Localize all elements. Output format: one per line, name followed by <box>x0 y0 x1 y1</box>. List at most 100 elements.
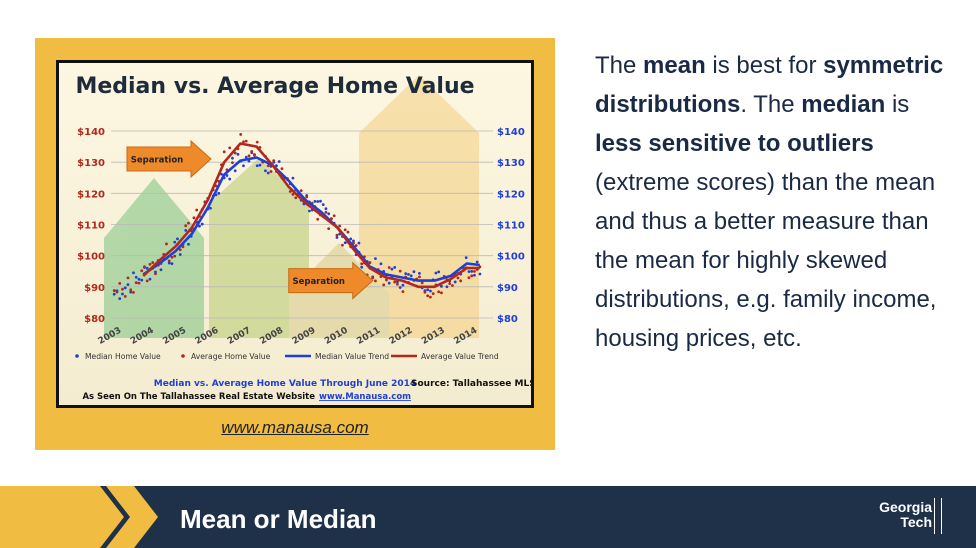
average-home-value-dot <box>332 214 336 218</box>
median-home-value-dot <box>187 242 190 246</box>
average-home-value-dot <box>374 279 377 283</box>
average-home-value-dot <box>327 227 331 231</box>
average-home-value-dot <box>118 281 122 285</box>
average-home-value-dot <box>448 282 452 286</box>
median-home-value-dot <box>357 241 361 245</box>
median-home-value-dot <box>242 164 245 168</box>
chart-background <box>59 63 531 405</box>
median-home-value-dot <box>148 277 152 281</box>
median-home-value-dot <box>132 271 135 275</box>
y-tick-label-right: $100 <box>497 252 525 263</box>
average-home-value-dot <box>242 140 245 144</box>
average-home-value-dot <box>354 244 358 247</box>
median-home-value-dot <box>184 229 188 232</box>
median-home-value-dot <box>275 164 278 168</box>
average-home-value-dot <box>456 276 460 280</box>
average-home-value-dot <box>187 221 190 225</box>
footer-chevrons <box>0 486 158 548</box>
average-home-value-dot <box>423 290 427 294</box>
median-home-value-dot <box>228 177 232 181</box>
median-home-value-dot <box>173 240 177 244</box>
average-home-value-dot <box>195 208 199 212</box>
average-home-value-dot <box>173 254 177 258</box>
median-home-value-dot <box>264 169 267 173</box>
source-link[interactable]: www.manausa.com <box>221 418 369 437</box>
average-home-value-dot <box>140 269 144 273</box>
average-home-value-dot <box>343 228 347 232</box>
median-home-value-dot <box>327 212 331 216</box>
average-home-value-dot <box>335 233 339 237</box>
median-home-value-dot <box>225 174 229 177</box>
footnote-title: Median vs. Average Home Value Through Ju… <box>154 379 416 389</box>
median-home-value-dot <box>178 253 182 256</box>
average-home-value-dot <box>341 243 344 247</box>
average-home-value-dot <box>299 189 303 193</box>
median-home-value-dot <box>198 224 201 228</box>
average-home-value-dot <box>338 224 342 228</box>
average-home-value-dot <box>154 272 157 276</box>
median-home-value-dot <box>475 260 479 264</box>
body-text-4: is <box>885 91 910 118</box>
median-home-value-dot <box>217 191 221 195</box>
average-home-value-dot <box>239 133 243 136</box>
average-home-value-dot <box>360 262 364 266</box>
average-home-value-dot <box>371 276 375 280</box>
median-home-value-dot <box>343 241 347 245</box>
median-home-value-dot <box>170 262 174 266</box>
average-home-value-dot <box>387 266 391 269</box>
median-home-value-dot <box>379 262 383 266</box>
average-home-value-dot <box>222 150 226 154</box>
median-home-value-dot <box>401 283 405 287</box>
y-tick-label-left: $100 <box>77 252 105 263</box>
median-home-value-dot <box>440 284 443 288</box>
average-home-value-dot <box>247 154 251 158</box>
average-home-value-dot <box>440 291 443 295</box>
separation-arrow <box>126 139 212 179</box>
body-bold-symmetric: symmetric distributions <box>595 52 944 118</box>
y-tick-label-right: $130 <box>497 158 525 169</box>
body-text-1: The <box>595 52 644 79</box>
body-text-5: (extreme scores) than the mean and thus … <box>595 169 937 352</box>
average-home-value-dot <box>473 269 476 273</box>
average-home-value-dot <box>123 295 127 298</box>
median-home-value-dot <box>126 283 130 286</box>
body-text: The mean is best for symmetric distribut… <box>595 46 955 358</box>
body-bold-median: median <box>801 91 886 118</box>
average-home-value-dot <box>269 170 273 173</box>
median-home-value-dot <box>137 277 141 281</box>
average-home-value-dot <box>266 164 270 168</box>
average-home-value-dot <box>382 283 386 287</box>
median-home-value-dot <box>324 207 328 211</box>
footnote-link[interactable]: www.Manausa.com <box>319 392 411 402</box>
average-home-value-dot <box>324 210 328 214</box>
average-home-value-dot <box>253 153 256 157</box>
average-home-value-dot <box>385 278 388 282</box>
median-home-value-dot <box>167 261 171 265</box>
average-home-value-dot <box>398 269 402 273</box>
median-home-value-dot <box>470 269 474 273</box>
legend-marker <box>75 354 79 358</box>
average-home-value-dot <box>167 259 171 263</box>
median-home-value-dot <box>404 272 408 276</box>
median-home-value-dot <box>176 237 179 241</box>
median-home-value-dot <box>434 271 438 275</box>
y-tick-label-left: $120 <box>77 189 105 200</box>
median-home-value-dot <box>112 292 116 296</box>
median-home-value-dot <box>437 270 441 274</box>
median-home-value-dot <box>418 271 421 275</box>
average-home-value-dot <box>459 279 463 283</box>
median-home-value-dot <box>291 176 295 180</box>
median-home-value-dot <box>236 152 240 156</box>
body-bold-outliers: less sensitive to outliers <box>595 130 874 157</box>
logo-line2: Tech <box>900 514 932 530</box>
average-home-value-dot <box>255 140 259 144</box>
median-home-value-dot <box>464 256 468 260</box>
average-home-value-dot <box>170 255 174 259</box>
median-home-value-dot <box>467 270 471 274</box>
median-home-value-dot <box>140 278 144 282</box>
chart-title: Median vs. Average Home Value <box>75 74 474 99</box>
chart-svg: Median vs. Average Home Value $80 $90 $100… <box>59 63 531 405</box>
average-home-value-dot <box>437 290 441 294</box>
body-bold-mean: mean <box>643 52 706 79</box>
median-home-value-dot <box>220 172 223 176</box>
